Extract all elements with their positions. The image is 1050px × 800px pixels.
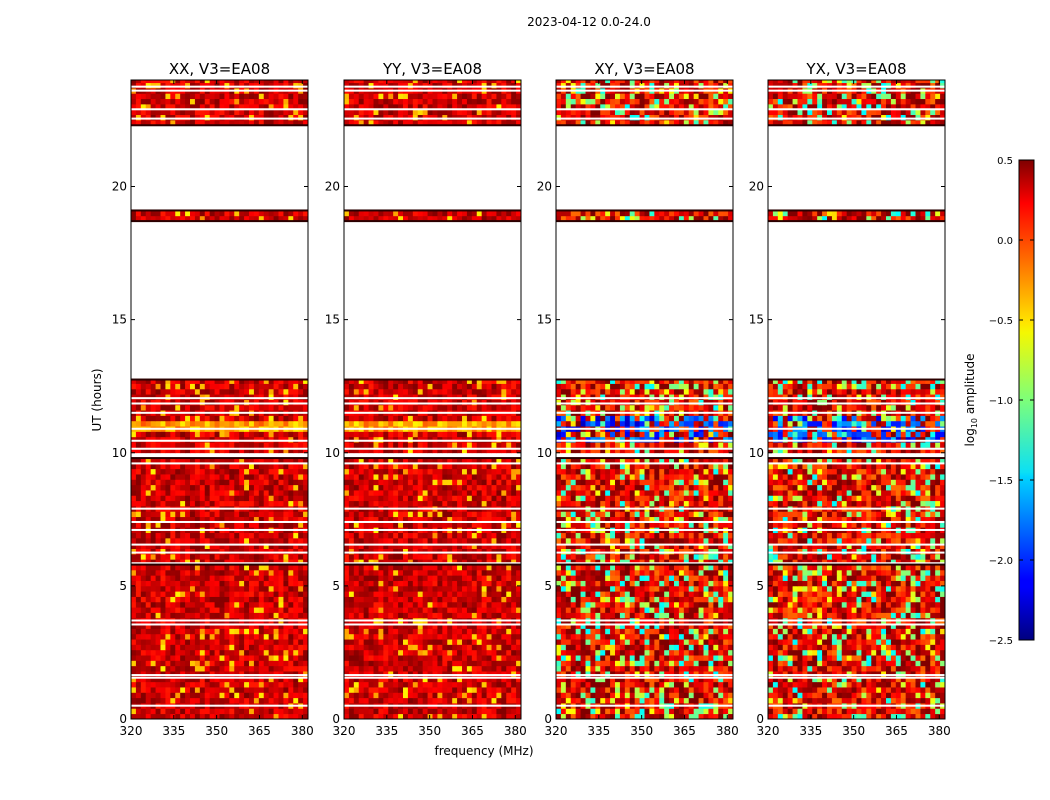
y-tick-label: 10	[325, 446, 340, 460]
x-axis-label: frequency (MHz)	[434, 744, 533, 758]
x-tick-label: 380	[504, 724, 527, 738]
x-tick-label: 335	[587, 724, 610, 738]
x-tick-label: 350	[205, 724, 228, 738]
panel-image-2	[344, 80, 521, 719]
figure-suptitle: 2023-04-12 0.0-24.0	[527, 15, 651, 29]
colorbar-tick-label: 0.0	[997, 236, 1013, 247]
x-tick-label: 365	[673, 724, 696, 738]
x-tick-label: 380	[928, 724, 951, 738]
colorbar: 0.5 0.0 −0.5 −1.0 −1.5 −2.0 −2.5 log10 amplitu…	[963, 156, 1035, 647]
panel-frame-3	[555, 79, 734, 720]
panel-frame-4	[767, 79, 946, 720]
y-tick-label: 10	[537, 446, 552, 460]
y-tick-label: 10	[749, 446, 764, 460]
colorbar-tick-label: −0.5	[989, 316, 1013, 327]
x-tick-label: 350	[418, 724, 441, 738]
x-tick-label: 365	[461, 724, 484, 738]
y-tick-label: 0	[332, 712, 340, 726]
colorbar-tick-label: 0.5	[997, 156, 1013, 167]
panel-frame-1	[130, 79, 309, 720]
panel-3: XY, V3=EA08 320 335 350 365 380 0 5 10 15 20	[537, 60, 739, 738]
panel-title-2: YY, V3=EA08	[382, 60, 482, 78]
y-tick-label: 5	[332, 579, 340, 593]
y-tick-label: 20	[112, 180, 127, 194]
x-tick-label: 350	[630, 724, 653, 738]
y-tick-label: 20	[749, 180, 764, 194]
x-tick-label: 335	[799, 724, 822, 738]
colorbar-tick-label: −1.0	[989, 396, 1013, 407]
y-tick-label: 0	[119, 712, 127, 726]
x-tick-label: 380	[716, 724, 739, 738]
y-tick-label: 15	[325, 313, 340, 327]
x-tick-label: 335	[375, 724, 398, 738]
y-axis-label: UT (hours)	[90, 368, 104, 431]
x-tick-label: 350	[842, 724, 865, 738]
panel-image-4	[768, 80, 945, 719]
colorbar-tick-label: −2.0	[989, 556, 1013, 567]
y-tick-label: 0	[544, 712, 552, 726]
panel-image-1	[131, 80, 308, 719]
x-tick-label: 320	[545, 724, 568, 738]
y-tick-label: 20	[325, 180, 340, 194]
x-tick-label: 320	[333, 724, 356, 738]
panel-1: XX, V3=EA08 320 335 350 365 380 0 5 10 15 20	[112, 60, 314, 738]
x-tick-label: 320	[757, 724, 780, 738]
y-tick-label: 5	[756, 579, 764, 593]
x-tick-label: 365	[885, 724, 908, 738]
x-tick-label: 365	[248, 724, 271, 738]
y-tick-label: 15	[112, 313, 127, 327]
y-tick-label: 5	[544, 579, 552, 593]
y-tick-label: 10	[112, 446, 127, 460]
y-tick-label: 20	[537, 180, 552, 194]
y-tick-label: 15	[537, 313, 552, 327]
y-tick-label: 0	[756, 712, 764, 726]
panel-frame-2	[343, 79, 522, 720]
x-tick-label: 320	[120, 724, 143, 738]
panel-title-3: XY, V3=EA08	[594, 60, 694, 78]
y-tick-label: 15	[749, 313, 764, 327]
x-tick-label: 380	[291, 724, 314, 738]
panel-title-4: YX, V3=EA08	[805, 60, 906, 78]
colorbar-tick-label: −2.5	[989, 636, 1013, 647]
panel-title-1: XX, V3=EA08	[169, 60, 270, 78]
panel-image-3	[556, 80, 733, 719]
panel-2: YY, V3=EA08 320 335 350 365 380 0 5 10 15 20	[325, 60, 527, 738]
panel-4: YX, V3=EA08 320 335 350 365 380 0 5 10 15 20	[749, 60, 951, 738]
y-tick-label: 5	[119, 579, 127, 593]
colorbar-label: log10 amplitude	[963, 354, 979, 447]
x-tick-label: 335	[162, 724, 185, 738]
colorbar-tick-label: −1.5	[989, 476, 1013, 487]
